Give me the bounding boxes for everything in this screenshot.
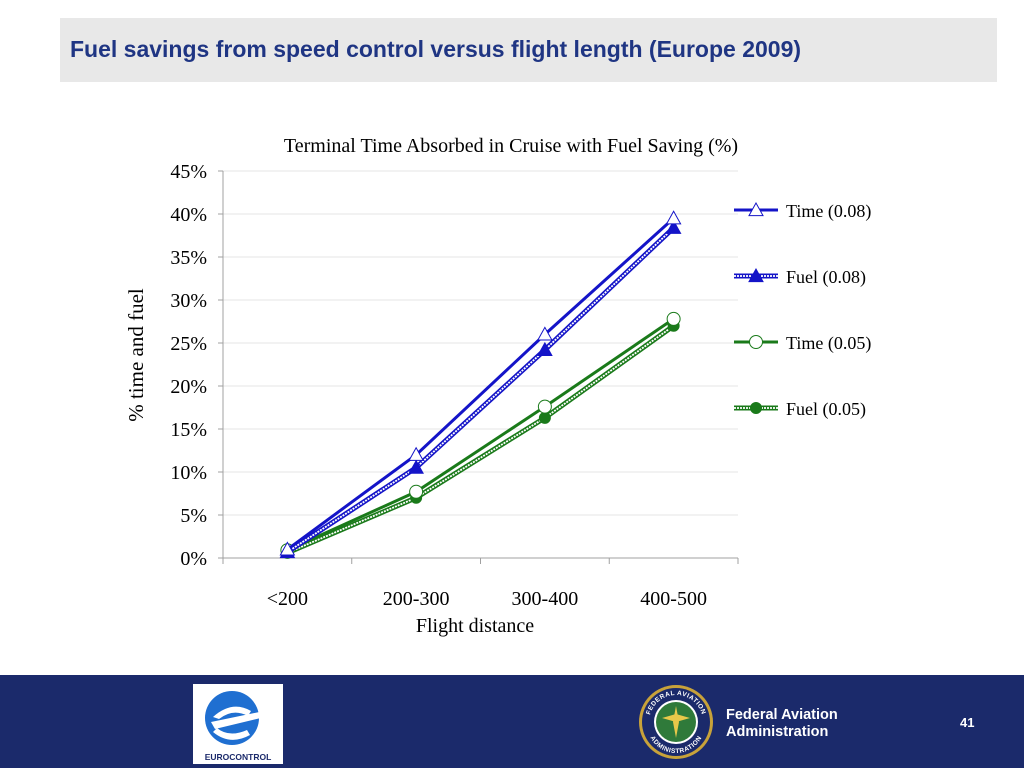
x-axis-label: Flight distance bbox=[416, 615, 534, 637]
title-bar: Fuel savings from speed control versus f… bbox=[60, 18, 997, 82]
legend: Time (0.08) Fuel (0.08) Time (0.05) Fuel (0… bbox=[734, 201, 871, 420]
footer-bar: EUROCONTROL FEDERAL AVIATION ADMINISTRAT… bbox=[0, 675, 1024, 768]
series-3 bbox=[280, 311, 681, 558]
data-point bbox=[409, 484, 424, 499]
eurocontrol-logo-text: EUROCONTROL bbox=[204, 752, 272, 762]
legend-item: Fuel (0.08) bbox=[734, 267, 866, 288]
data-point bbox=[666, 311, 681, 326]
y-tick-label: 35% bbox=[170, 247, 207, 269]
y-tick-label: 30% bbox=[170, 290, 207, 312]
data-point bbox=[538, 411, 551, 424]
slide-title: Fuel savings from speed control versus f… bbox=[70, 36, 802, 62]
series-line bbox=[286, 317, 675, 552]
agency-name-line1: Federal Aviation bbox=[726, 707, 838, 723]
axes bbox=[222, 171, 739, 564]
y-tick-label: 20% bbox=[170, 376, 207, 398]
y-tick-label: 15% bbox=[170, 419, 207, 441]
legend-label: Fuel (0.08) bbox=[786, 267, 866, 288]
series-line bbox=[286, 217, 675, 551]
agency-name: Federal Aviation Administration bbox=[726, 707, 838, 741]
legend-item: Time (0.05) bbox=[734, 333, 871, 354]
y-tick-labels: 0% 5% 10% 15% 20% 25% 30% 35% 40% 45% bbox=[170, 161, 207, 570]
data-point bbox=[537, 341, 553, 356]
x-tick-label: 300-400 bbox=[512, 588, 579, 610]
faa-seal-icon: FEDERAL AVIATION ADMINISTRATION bbox=[639, 685, 713, 759]
data-point bbox=[537, 326, 553, 341]
series-4 bbox=[281, 319, 680, 559]
data-point bbox=[665, 219, 682, 234]
eurocontrol-emblem-icon bbox=[205, 691, 269, 745]
eurocontrol-logo: EUROCONTROL bbox=[193, 684, 283, 764]
data-point bbox=[408, 446, 424, 461]
series-line-inner bbox=[286, 227, 675, 553]
x-tick-label: 200-300 bbox=[383, 588, 450, 610]
data-point bbox=[665, 210, 682, 225]
series-1 bbox=[279, 210, 682, 556]
legend-swatch-marker bbox=[748, 201, 764, 217]
x-tick-labels: <200 200-300 300-400 400-500 bbox=[267, 588, 707, 610]
line-chart: Terminal Time Absorbed in Cruise with Fu… bbox=[124, 135, 871, 637]
chart-title: Terminal Time Absorbed in Cruise with Fu… bbox=[284, 135, 738, 157]
y-tick-label: 0% bbox=[180, 548, 207, 570]
y-tick-label: 5% bbox=[180, 505, 207, 527]
y-tick-label: 10% bbox=[170, 462, 207, 484]
legend-label: Time (0.05) bbox=[786, 333, 871, 354]
legend-label: Time (0.08) bbox=[786, 201, 871, 222]
legend-swatch-marker bbox=[748, 267, 764, 283]
series-line bbox=[286, 225, 676, 555]
series-line-inner bbox=[287, 325, 675, 554]
series-2 bbox=[279, 219, 682, 559]
y-tick-label: 45% bbox=[170, 161, 207, 183]
series-group bbox=[279, 210, 682, 559]
agency-name-line2: Administration bbox=[726, 724, 829, 740]
page-number: 41 bbox=[960, 715, 975, 730]
legend-item: Fuel (0.05) bbox=[734, 399, 866, 420]
legend-swatch-marker bbox=[749, 335, 763, 349]
x-tick-label: 400-500 bbox=[640, 588, 707, 610]
x-tick-label: <200 bbox=[267, 588, 308, 610]
data-point bbox=[408, 459, 424, 474]
data-point bbox=[537, 399, 552, 414]
y-tick-label: 25% bbox=[170, 333, 207, 355]
legend-item: Time (0.08) bbox=[734, 201, 871, 222]
y-axis-label: % time and fuel bbox=[124, 288, 148, 422]
legend-swatch-marker bbox=[750, 402, 762, 414]
grid-lines bbox=[218, 170, 738, 559]
y-tick-label: 40% bbox=[170, 204, 207, 226]
data-point bbox=[279, 541, 296, 556]
legend-label: Fuel (0.05) bbox=[786, 399, 866, 420]
